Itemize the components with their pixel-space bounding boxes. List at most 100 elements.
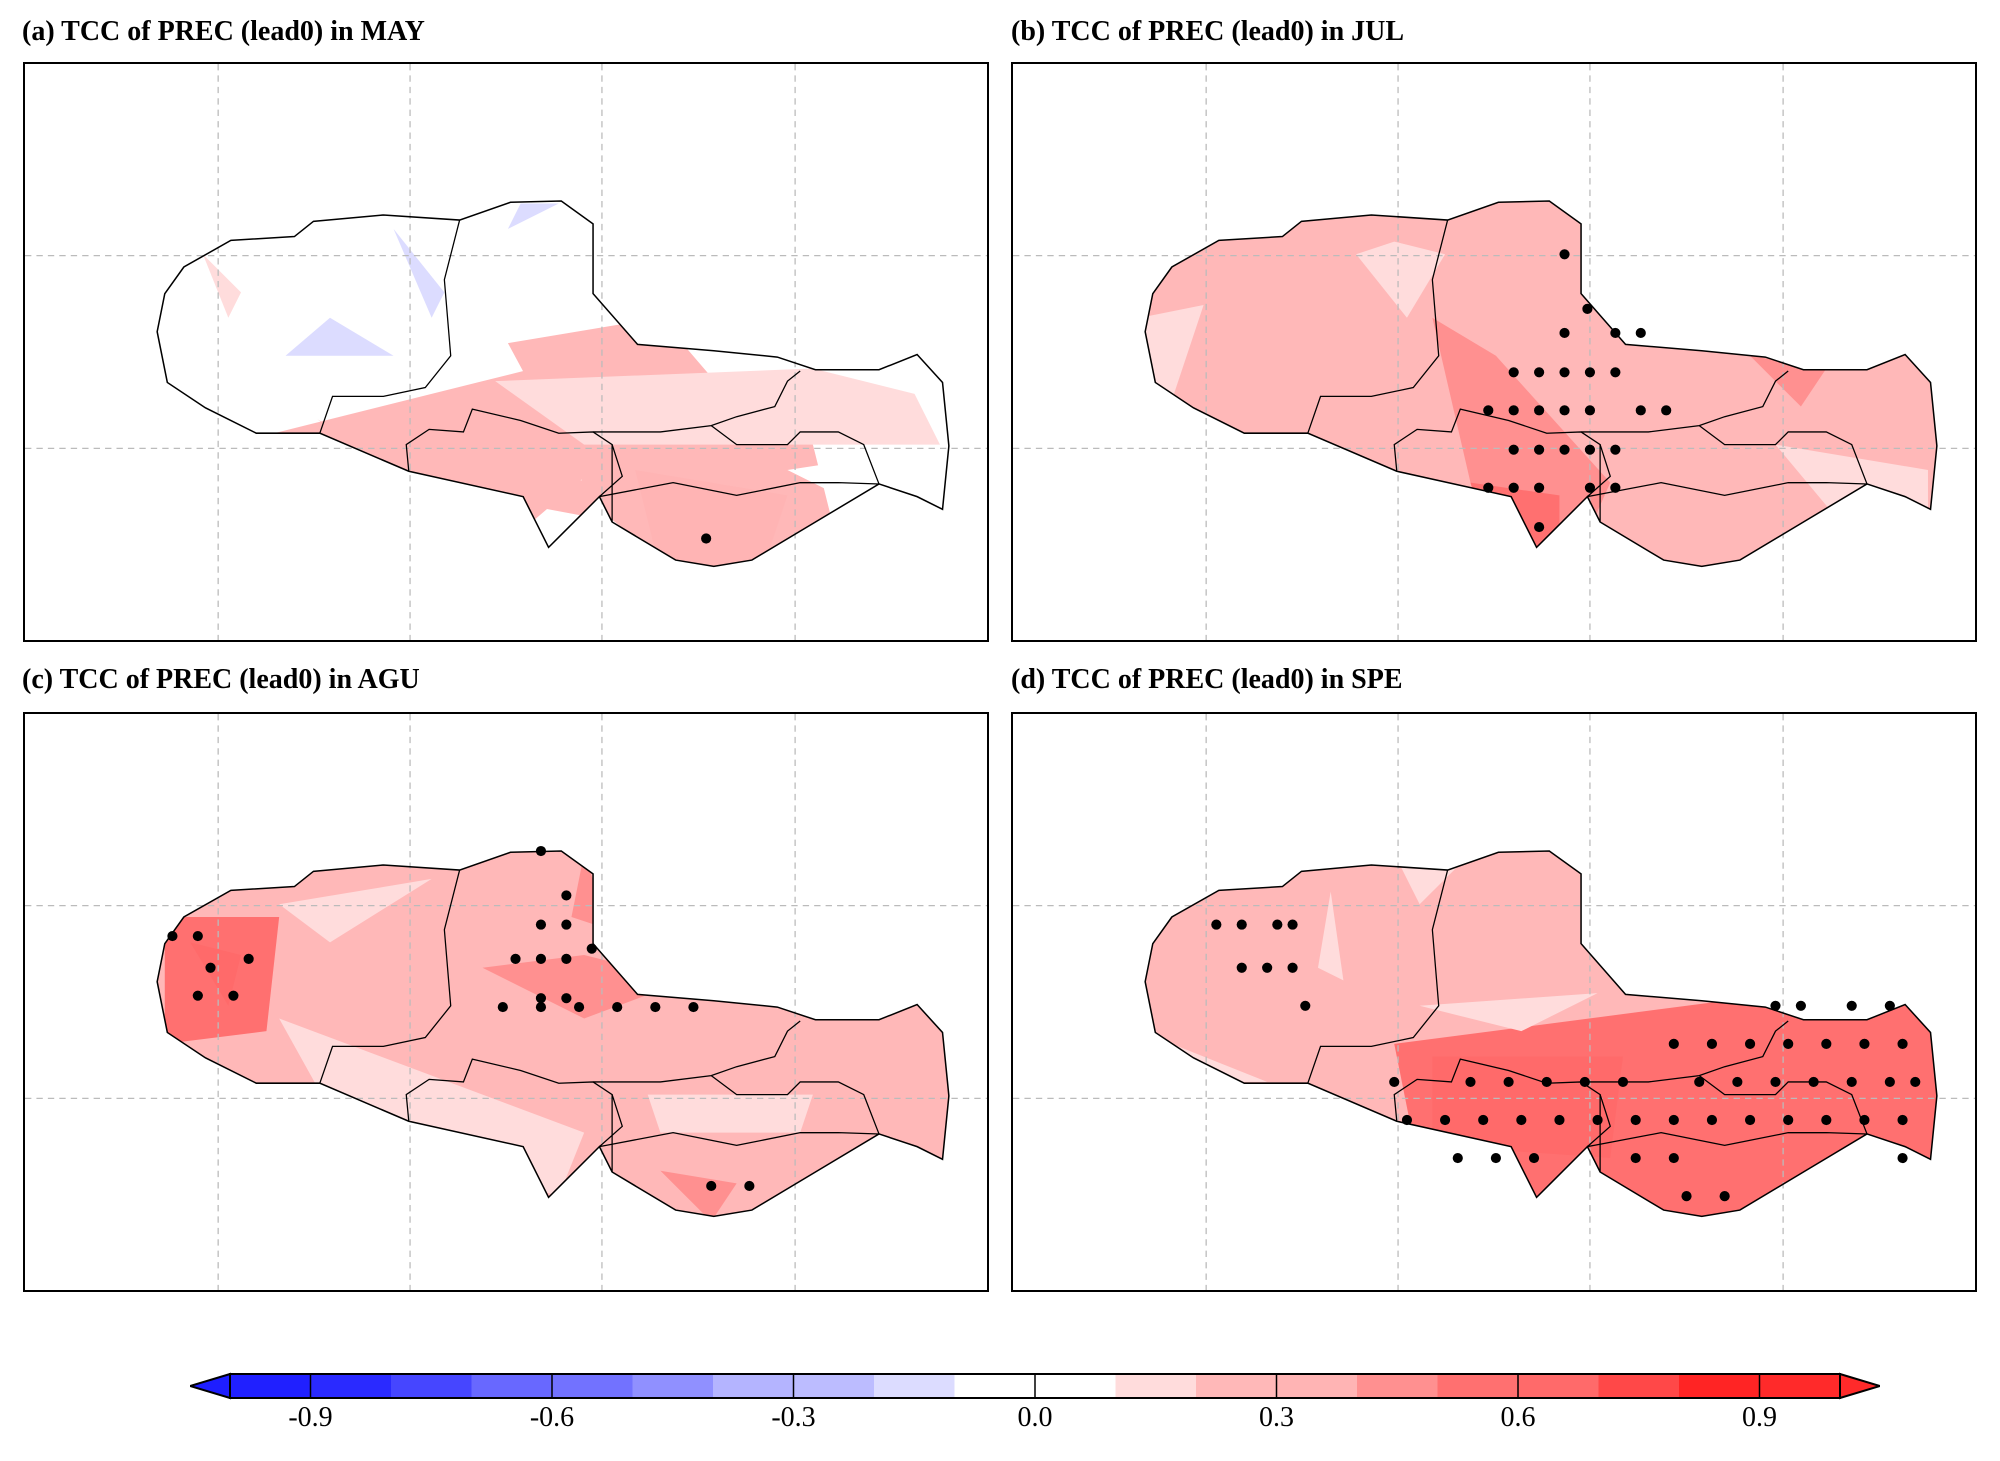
contour-region bbox=[1470, 558, 1509, 567]
significance-dot bbox=[510, 953, 521, 964]
significance-dot bbox=[1808, 1076, 1819, 1088]
significance-dot bbox=[1503, 1076, 1514, 1088]
shaded-field bbox=[157, 851, 949, 1217]
significance-dot bbox=[1770, 1000, 1781, 1011]
significance-dot bbox=[167, 930, 178, 942]
significance-dot bbox=[1534, 405, 1545, 416]
significance-dot bbox=[1897, 1152, 1908, 1164]
contour-region bbox=[1317, 891, 1344, 981]
significance-dot bbox=[1694, 1076, 1705, 1088]
significance-dot bbox=[1584, 444, 1596, 455]
colorbar-bin bbox=[1437, 1374, 1519, 1398]
subregion-boundary bbox=[319, 219, 461, 434]
colorbar-bin bbox=[793, 1374, 875, 1398]
subregion-boundary bbox=[1307, 869, 1449, 1084]
colorbar-bin bbox=[1035, 1374, 1116, 1398]
subregion-boundary bbox=[1581, 1020, 1789, 1083]
significance-dot bbox=[1483, 405, 1494, 416]
contour-region bbox=[495, 368, 940, 445]
colorbar-bin bbox=[391, 1374, 472, 1398]
map-panel-c bbox=[23, 712, 989, 1292]
colorbar-bin bbox=[632, 1374, 714, 1398]
shaded-field bbox=[1145, 851, 1937, 1217]
significance-dot bbox=[1528, 1152, 1540, 1164]
significance-dot bbox=[561, 890, 572, 901]
panel-title-d: (d) TCC of PREC (lead0) in SPE bbox=[1011, 664, 1403, 695]
significance-dot bbox=[1884, 1076, 1895, 1088]
contour-region bbox=[1145, 305, 1204, 420]
significance-dot bbox=[1592, 1114, 1603, 1126]
colorbar-bin bbox=[1196, 1374, 1277, 1398]
significance-dot bbox=[1719, 1191, 1730, 1202]
contour-region bbox=[1432, 1056, 1623, 1159]
subregion-boundary bbox=[710, 425, 880, 485]
colorbar bbox=[190, 1372, 1880, 1400]
subregion-boundary bbox=[1307, 219, 1449, 434]
subregion-boundary bbox=[599, 482, 880, 498]
region-outline bbox=[156, 200, 950, 568]
significance-dot bbox=[1610, 367, 1621, 378]
colorbar-bin bbox=[471, 1374, 553, 1398]
significance-dot bbox=[706, 1180, 717, 1192]
significance-dot bbox=[1617, 1076, 1629, 1088]
significance-dot bbox=[1821, 1038, 1832, 1049]
significance-dot bbox=[1897, 1038, 1908, 1049]
significance-dot bbox=[1508, 405, 1519, 416]
colorbar-tick-label: 0.9 bbox=[1742, 1402, 1777, 1433]
significance-dot bbox=[1516, 1114, 1527, 1126]
significance-dot bbox=[1534, 482, 1545, 493]
significance-dot bbox=[1465, 1076, 1476, 1088]
significance-dot bbox=[612, 1002, 623, 1013]
significance-dot bbox=[1579, 1076, 1590, 1088]
significance-dot bbox=[1584, 405, 1596, 416]
significance-dot bbox=[1783, 1114, 1794, 1126]
colorbar-tick-label: -0.3 bbox=[771, 1402, 816, 1433]
significance-dot bbox=[1559, 327, 1570, 339]
subregion-boundary bbox=[1393, 1058, 1601, 1173]
significance-dot bbox=[744, 1180, 755, 1192]
significance-dot bbox=[1635, 327, 1646, 339]
significance-dot bbox=[1610, 482, 1621, 493]
significance-dot bbox=[1559, 444, 1570, 455]
contour-region bbox=[157, 201, 949, 567]
colorbar-bin bbox=[1357, 1374, 1438, 1398]
map-panel-a bbox=[23, 62, 989, 642]
contour-region bbox=[317, 419, 623, 521]
subregion-boundary bbox=[319, 869, 461, 1084]
colorbar-bin bbox=[1598, 1374, 1680, 1398]
shaded-field bbox=[157, 201, 949, 567]
significance-dot bbox=[1236, 919, 1247, 930]
significance-dot bbox=[535, 845, 547, 857]
colorbar-bin bbox=[1115, 1374, 1197, 1398]
significance-dot bbox=[1706, 1038, 1718, 1049]
significance-dot bbox=[1744, 1114, 1756, 1126]
contour-region bbox=[1419, 993, 1598, 1032]
significance-dot bbox=[1534, 367, 1545, 378]
contour-region bbox=[660, 1170, 737, 1217]
significance-dot bbox=[1884, 1000, 1895, 1011]
significance-dot bbox=[1439, 1114, 1451, 1126]
panel-title-a: (a) TCC of PREC (lead0) in MAY bbox=[22, 16, 425, 47]
colorbar-bin bbox=[310, 1374, 392, 1398]
significance-dot bbox=[1508, 444, 1519, 455]
significance-dot bbox=[561, 919, 572, 930]
significance-dot bbox=[1661, 405, 1672, 416]
contour-region bbox=[1470, 482, 1560, 567]
significance-dot bbox=[1300, 1000, 1311, 1011]
significance-dot bbox=[1635, 405, 1646, 416]
subregion-boundary bbox=[599, 1132, 880, 1148]
colorbar-under-arrow bbox=[190, 1372, 231, 1400]
significance-dot bbox=[1287, 962, 1298, 973]
significance-dot bbox=[573, 1002, 585, 1013]
subregion-boundary bbox=[598, 444, 624, 498]
colorbar-bin bbox=[874, 1374, 955, 1398]
significance-dot bbox=[1610, 327, 1621, 339]
significance-dot bbox=[1559, 249, 1570, 260]
region-outline bbox=[156, 850, 950, 1218]
significance-dot bbox=[1534, 444, 1545, 455]
subregion-boundary bbox=[405, 1058, 613, 1173]
shaded-field bbox=[1145, 201, 1937, 567]
significance-dot bbox=[1508, 482, 1519, 493]
contour-region bbox=[1622, 993, 1928, 1184]
contour-region bbox=[285, 317, 394, 356]
